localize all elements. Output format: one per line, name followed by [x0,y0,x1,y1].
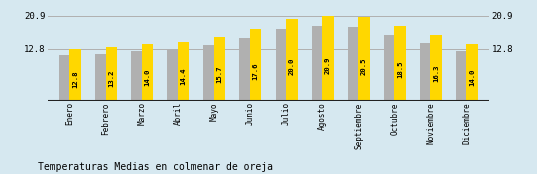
Bar [430,35,442,101]
Bar [204,45,215,101]
Text: 15.7: 15.7 [216,65,222,83]
Bar [311,26,323,101]
Bar [467,44,478,101]
Bar [384,35,395,101]
Bar [214,37,226,101]
Bar [240,38,251,101]
Bar [348,27,359,101]
Text: 14.0: 14.0 [469,68,475,86]
Bar [95,54,107,101]
Text: 18.5: 18.5 [397,61,403,78]
Bar [142,44,153,101]
Bar [59,55,70,101]
Bar [456,51,468,101]
Text: Temperaturas Medias en colmenar de oreja: Temperaturas Medias en colmenar de oreja [38,162,273,172]
Text: 14.0: 14.0 [144,68,150,86]
Bar [178,42,189,101]
Bar [69,49,81,101]
Bar [394,26,406,101]
Bar [420,42,432,101]
Text: 14.4: 14.4 [180,68,186,85]
Text: 20.9: 20.9 [325,56,331,74]
Bar [275,29,287,101]
Bar [105,47,117,101]
Bar [322,16,333,101]
Bar [286,19,297,101]
Text: 13.2: 13.2 [108,70,114,87]
Text: 16.3: 16.3 [433,64,439,82]
Bar [358,17,369,101]
Text: 20.0: 20.0 [289,58,295,76]
Bar [168,49,179,101]
Bar [250,29,262,101]
Text: 20.5: 20.5 [361,57,367,75]
Text: 12.8: 12.8 [72,70,78,88]
Bar [131,51,143,101]
Text: 17.6: 17.6 [252,62,259,80]
